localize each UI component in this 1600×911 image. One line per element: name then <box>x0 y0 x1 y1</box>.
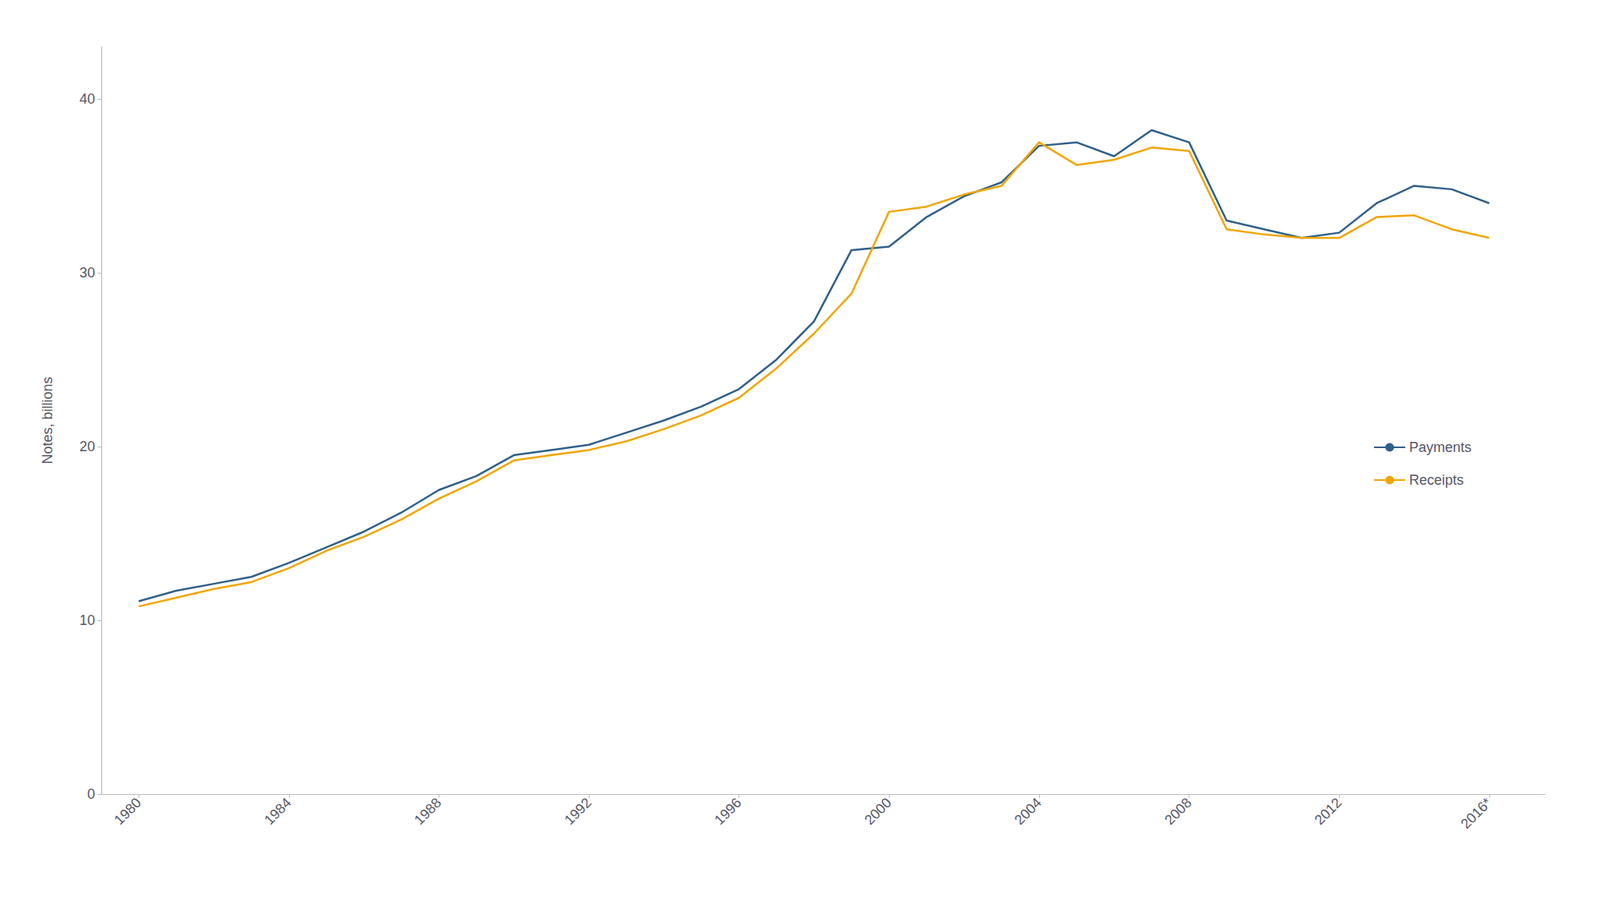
svg-text:1996: 1996 <box>711 794 744 828</box>
svg-text:2000: 2000 <box>861 794 895 828</box>
svg-text:30: 30 <box>79 264 96 281</box>
svg-text:2008: 2008 <box>1161 794 1195 828</box>
svg-text:10: 10 <box>79 612 96 628</box>
svg-text:1988: 1988 <box>411 794 445 828</box>
svg-text:1980: 1980 <box>111 794 145 828</box>
svg-text:2016*: 2016* <box>1457 794 1495 832</box>
svg-text:Payments: Payments <box>1409 439 1472 455</box>
svg-text:0: 0 <box>87 785 96 802</box>
svg-text:1984: 1984 <box>260 794 294 828</box>
svg-text:1992: 1992 <box>561 794 595 828</box>
svg-text:40: 40 <box>79 91 96 107</box>
svg-text:20: 20 <box>79 438 96 455</box>
svg-text:Receipts: Receipts <box>1409 472 1464 488</box>
svg-text:Notes, billions: Notes, billions <box>39 376 56 464</box>
svg-text:2012: 2012 <box>1311 794 1345 828</box>
svg-text:2004: 2004 <box>1011 794 1045 828</box>
